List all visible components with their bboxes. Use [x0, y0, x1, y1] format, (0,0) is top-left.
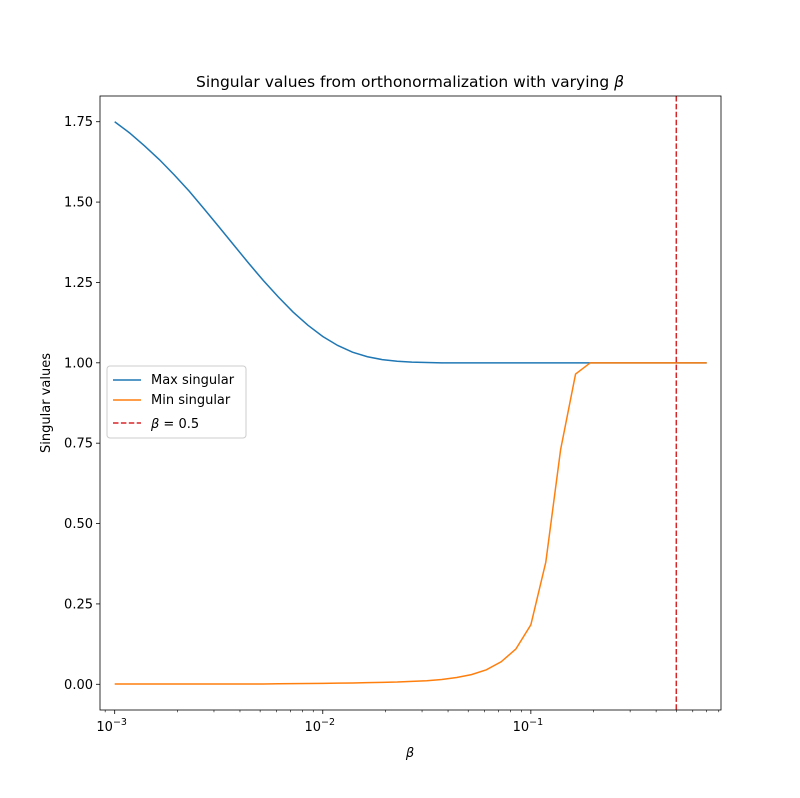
legend-label-min-singular: Min singular [151, 393, 231, 408]
plot-area [99, 95, 722, 711]
legend: Max singular Min singular β = 0.5 [106, 365, 247, 439]
x-axis: 10−3 10−2 10−1 [96, 710, 720, 735]
y-tick-label: 1.75 [64, 115, 93, 130]
y-axis: 0.00 0.25 0.50 0.75 1.00 1.25 1.50 1.75 [64, 115, 100, 693]
x-tick-label: 10−2 [304, 717, 335, 735]
y-tick-label: 0.50 [64, 517, 93, 532]
legend-label-max-singular: Max singular [151, 373, 235, 388]
y-tick-label: 1.00 [64, 356, 93, 371]
series-layer [114, 96, 707, 710]
plot-frame [99, 95, 722, 711]
y-tick-label: 0.75 [64, 437, 93, 452]
y-tick-label: 0.25 [64, 597, 93, 612]
y-axis-label: Singular values [39, 353, 54, 453]
legend-label-beta: β = 0.5 [150, 417, 199, 432]
series-line-min-singular [114, 362, 707, 685]
x-tick-label: 10−3 [96, 717, 127, 735]
chart-title: Singular values from orthonormalization … [196, 73, 624, 91]
y-tick-label: 0.00 [64, 678, 93, 693]
y-tick-label: 1.50 [64, 196, 93, 211]
y-tick-label: 1.25 [64, 276, 93, 291]
x-tick-label: 10−1 [513, 717, 544, 735]
legend-box [106, 365, 247, 439]
x-axis-label: β [405, 746, 414, 761]
